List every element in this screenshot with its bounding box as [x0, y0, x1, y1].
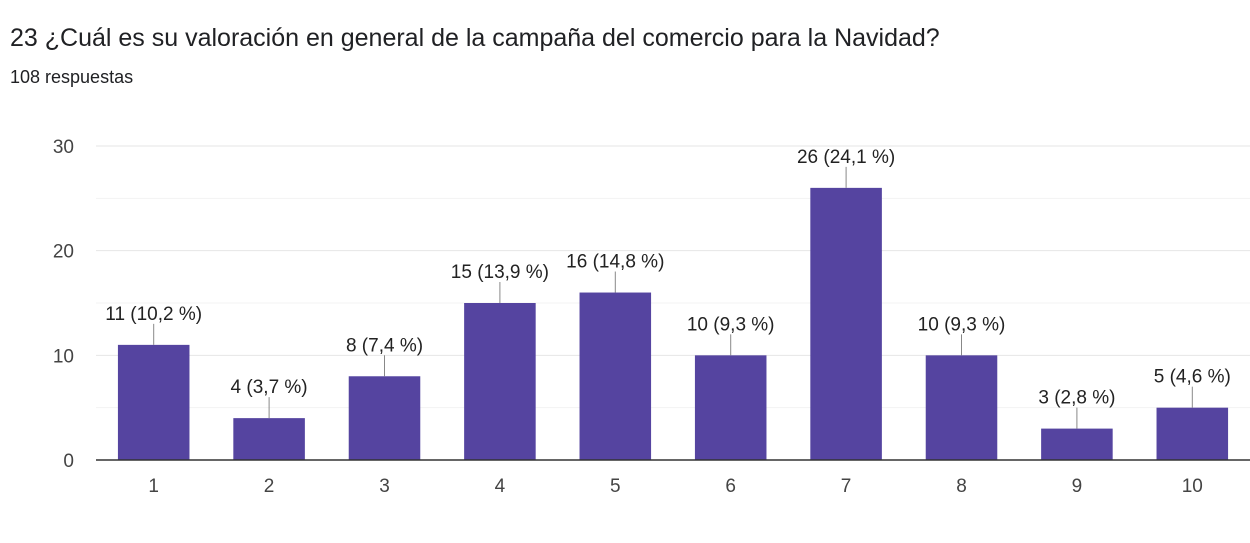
data-label: 15 (13,9 %)	[451, 262, 549, 283]
data-label: 10 (9,3 %)	[687, 314, 775, 335]
y-tick-label: 10	[53, 346, 74, 367]
bar	[579, 292, 652, 460]
x-tick-label: 6	[725, 476, 736, 497]
data-label: 5 (4,6 %)	[1154, 367, 1231, 388]
x-tick-label: 9	[1072, 476, 1083, 497]
bar	[925, 355, 998, 460]
y-tick-label: 0	[63, 451, 74, 472]
response-count: 108 respuestas	[10, 67, 134, 87]
x-tick-label: 5	[610, 476, 621, 497]
question-title: 23 ¿Cuál es su valoración en general de …	[10, 24, 940, 52]
data-label: 8 (7,4 %)	[346, 335, 423, 356]
x-tick-label: 1	[148, 476, 159, 497]
data-label: 10 (9,3 %)	[918, 314, 1006, 335]
bar	[694, 355, 767, 460]
data-label: 16 (14,8 %)	[566, 252, 664, 273]
x-tick-label: 4	[495, 476, 506, 497]
x-tick-label: 8	[956, 476, 967, 497]
x-tick-label: 3	[379, 476, 390, 497]
bar	[464, 303, 536, 460]
data-label: 11 (10,2 %)	[105, 304, 202, 325]
x-tick-label: 10	[1182, 476, 1203, 497]
x-tick-label: 2	[264, 476, 275, 497]
bar	[1156, 407, 1229, 460]
bar	[810, 187, 882, 460]
bar	[1041, 428, 1113, 460]
y-tick-label: 20	[53, 242, 74, 263]
data-label: 3 (2,8 %)	[1038, 388, 1115, 409]
bar	[233, 418, 305, 460]
x-tick-label: 7	[841, 476, 852, 497]
data-label: 4 (3,7 %)	[231, 377, 308, 398]
bar	[348, 376, 421, 460]
y-tick-label: 30	[53, 137, 74, 158]
bar	[117, 344, 190, 460]
data-label: 26 (24,1 %)	[797, 147, 895, 168]
